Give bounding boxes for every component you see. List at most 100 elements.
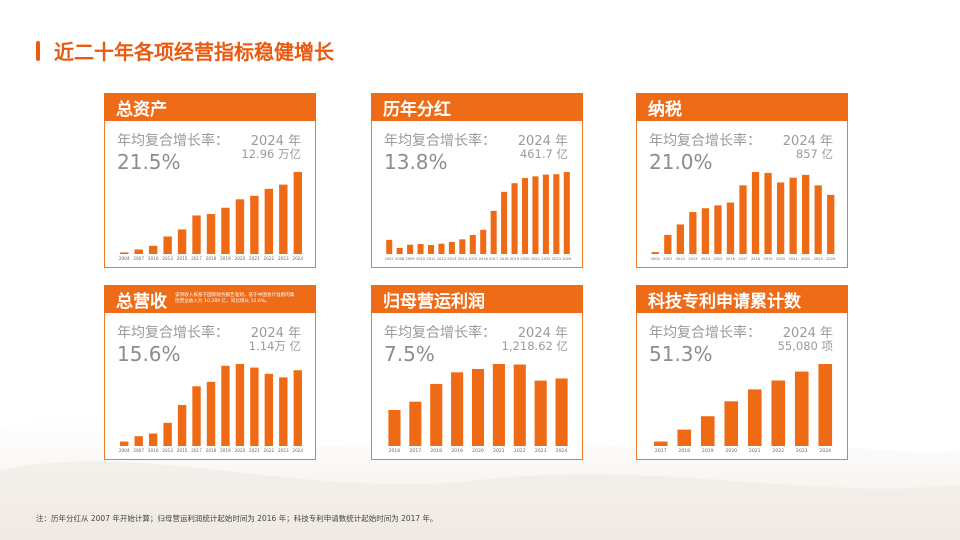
bar-2013 [163, 236, 172, 254]
amount-label: 1,218.62 亿 [501, 339, 568, 353]
x-tick-label: 2013 [447, 257, 456, 261]
bar-2023 [534, 380, 547, 446]
x-tick-label: 2007 [385, 257, 394, 261]
x-tick-label: 2004 [119, 256, 130, 261]
bar-2017 [739, 185, 747, 254]
x-tick-label: 2016 [726, 257, 736, 261]
x-tick-label: 2012 [437, 257, 446, 261]
x-tick-label: 2019 [220, 256, 231, 261]
bar-2021 [789, 177, 797, 254]
bar-2023 [814, 185, 822, 254]
cagr-value: 21.0% [649, 150, 713, 174]
x-tick-label: 2007 [663, 257, 672, 261]
cagr-label: 年均复合增长率： [117, 133, 229, 149]
bar-2019 [221, 365, 230, 446]
year-label: 2024 年 [250, 326, 301, 341]
bar-chart-total-assets: 2004 2007 2010 2013 2015 2017 2018 2019 2020 2021… [119, 172, 303, 261]
x-tick-label: 2017 [191, 448, 202, 453]
cagr-value: 21.5% [117, 150, 181, 174]
bar-2022 [771, 380, 786, 446]
x-tick-label: 2014 [458, 257, 468, 261]
amount-label: 55,080 项 [777, 339, 833, 353]
year-label: 2024 年 [517, 134, 568, 149]
bar-2017 [490, 210, 497, 254]
x-tick-label: 2004 [651, 257, 661, 261]
x-tick-label: 2009 [406, 257, 416, 261]
x-tick-label: 2021 [531, 257, 540, 261]
bar-2004 [120, 252, 129, 254]
x-tick-label: 2021 [249, 448, 260, 453]
x-tick-label: 2022 [772, 448, 784, 454]
bar-2020 [235, 199, 245, 254]
panel-operating-profit: 归母营运利润 年均复合增长率： 7.5% 2024 年 1,218.62 亿 2… [371, 285, 583, 460]
cagr-label: 年均复合增长率： [649, 325, 761, 341]
bar-2021 [532, 176, 539, 254]
footnote: 注：历年分红从 2007 年开始计算；归母营运利润统计起始时间为 2016 年；… [36, 514, 438, 523]
bar-2022 [513, 364, 526, 446]
cagr-label: 年均复合增长率： [384, 325, 496, 341]
x-tick-label: 2023 [278, 448, 289, 453]
bar-2014 [701, 208, 710, 254]
x-tick-label: 2018 [430, 448, 442, 454]
bar-2018 [206, 381, 216, 446]
panel-header: 总营收 该项收入按基于国际财务报告准则，基于中国会计准则的集团营业收入为 10,… [104, 285, 316, 313]
bar-2020 [521, 178, 529, 254]
x-tick-label: 2010 [148, 448, 159, 453]
bar-2022 [264, 188, 274, 254]
bar-2019 [221, 207, 230, 254]
bar-2015 [177, 229, 187, 254]
x-tick-label: 2021 [249, 256, 260, 261]
bar-2013 [448, 241, 455, 254]
x-tick-label: 2018 [751, 257, 761, 261]
x-tick-label: 2024 [292, 256, 303, 261]
bar-2018 [751, 172, 760, 254]
x-tick-label: 2018 [206, 448, 217, 453]
bar-2023 [553, 174, 560, 254]
cagr-label: 年均复合增长率： [384, 133, 496, 149]
bar-2019 [511, 183, 518, 254]
page-title: 近二十年各项经营指标稳健增长 [36, 36, 334, 65]
bar-2024 [555, 378, 568, 446]
x-tick-label: 2010 [148, 256, 159, 261]
year-label: 2024 年 [782, 326, 833, 341]
bar-2015 [714, 205, 722, 254]
x-tick-label: 2017 [655, 448, 667, 454]
cagr-value: 51.3% [649, 342, 713, 366]
bar-2013 [163, 422, 172, 446]
x-tick-label: 2013 [162, 448, 173, 453]
panel-title: 纳税 [648, 99, 682, 120]
x-tick-label: 2016 [389, 448, 401, 454]
x-tick-label: 2024 [826, 257, 836, 261]
bar-2010 [148, 245, 158, 254]
year-label: 2024 年 [517, 326, 568, 341]
x-tick-label: 2015 [177, 256, 188, 261]
bar-2021 [250, 195, 259, 254]
panel-title: 总营收 [116, 291, 167, 312]
x-tick-label: 2022 [514, 448, 526, 454]
bar-chart-operating-profit: 2016 2017 2018 2019 2020 2021 2022 2023 2024 [388, 364, 568, 454]
x-tick-label: 2020 [776, 257, 786, 261]
bar-2011 [427, 245, 435, 254]
x-tick-label: 2011 [426, 257, 435, 261]
bar-2010 [676, 224, 684, 254]
x-tick-label: 2024 [819, 448, 831, 454]
bar-chart-dividends: 2007 2008 2009 2010 2011 2012 2013 2014 2015 2016… [385, 172, 572, 261]
x-tick-label: 2018 [678, 448, 690, 454]
panel-dividends: 历年分红 年均复合增长率： 13.8% 2024 年 461.7 亿 2007 2… [371, 93, 583, 268]
bar-2023 [279, 184, 288, 254]
x-tick-label: 2015 [468, 257, 477, 261]
cagr-value: 15.6% [117, 342, 181, 366]
x-tick-label: 2013 [162, 256, 173, 261]
x-tick-label: 2021 [749, 448, 761, 454]
bar-2018 [430, 383, 443, 446]
x-tick-label: 2010 [676, 257, 686, 261]
bar-2013 [689, 212, 697, 254]
x-tick-label: 2023 [814, 257, 823, 261]
bar-2019 [764, 172, 772, 254]
x-tick-label: 2021 [493, 448, 505, 454]
bar-2016 [388, 409, 401, 446]
bar-2021 [492, 364, 505, 446]
x-tick-label: 2017 [409, 448, 421, 454]
amount-label: 12.96 万亿 [241, 147, 301, 161]
bar-2014 [459, 239, 466, 254]
